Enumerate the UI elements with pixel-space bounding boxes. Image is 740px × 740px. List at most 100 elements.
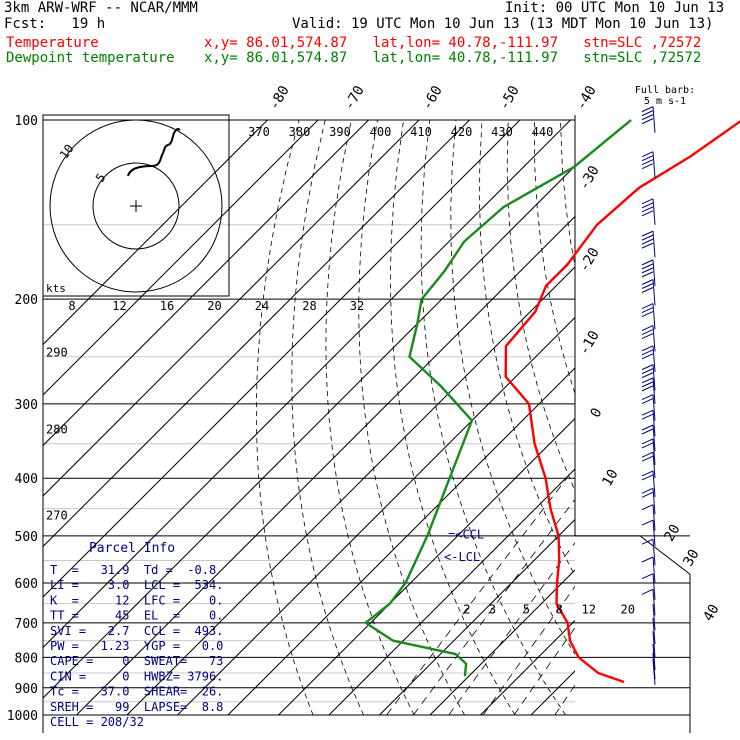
wind-barb-flag xyxy=(641,556,654,563)
isotherm-tick-label: 10 xyxy=(599,467,621,490)
theta-tick-label: 430 xyxy=(491,125,513,139)
wind-barb-flag xyxy=(641,451,654,458)
wind-barb-flag xyxy=(641,455,654,462)
isotherm-tick-label: -10 xyxy=(576,328,603,358)
wind-barb-flag xyxy=(641,491,654,498)
wind-barb-flag xyxy=(641,263,654,270)
wind-barb xyxy=(652,231,656,258)
wind-barb xyxy=(652,151,656,178)
wind-barb xyxy=(652,198,656,225)
wind-barb-flag xyxy=(641,106,654,113)
wind-barb-flag xyxy=(641,428,654,435)
isotherm-tick-label: -30 xyxy=(576,163,603,193)
theta-tick-label: 380 xyxy=(289,125,311,139)
wind-barb-flag xyxy=(641,287,654,293)
ccl-marker-label: =<CCL xyxy=(448,527,484,541)
dry-adiabat-line xyxy=(390,119,516,716)
wind-barb xyxy=(652,325,656,352)
wind-barb-flag xyxy=(641,271,654,278)
isotherm-line xyxy=(177,316,575,716)
mixing-ratio-tick-label: 5 xyxy=(523,602,530,616)
isotherm-line xyxy=(227,367,575,716)
wind-barb-flag xyxy=(641,538,654,545)
pressure-tick-label: 500 xyxy=(15,530,38,545)
isotherm-tick-label: -60 xyxy=(419,83,446,113)
wind-barb xyxy=(652,643,656,670)
wind-barb-flag xyxy=(641,234,654,241)
wind-barb xyxy=(652,410,656,437)
dry-adiabat-line xyxy=(717,120,740,715)
wind-barb-flag xyxy=(641,118,654,125)
wind-barb-flag xyxy=(641,588,654,595)
theta-side-label: 270 xyxy=(46,508,68,522)
theta-tick-label: 410 xyxy=(410,125,432,139)
wind-barb-flag xyxy=(641,238,654,245)
wind-barb xyxy=(652,504,656,531)
parcel-info-row: T = 31.9 Td = -0.8 xyxy=(50,563,216,577)
theta-tick-label: 440 xyxy=(532,125,554,139)
parcel-info-row: PW = 1.23 YGP = 0.0 xyxy=(50,639,223,653)
parcel-info-row: K = 12 LFC = 0. xyxy=(50,593,223,607)
diagram-grid xyxy=(42,115,740,733)
isotherm-tick-label: 0 xyxy=(587,405,605,420)
wind-barb-flag xyxy=(641,424,654,431)
wind-barb xyxy=(652,556,656,584)
wind-barb-flag xyxy=(641,364,654,371)
wind-barb xyxy=(652,589,656,616)
isotherm-line xyxy=(43,119,571,649)
hodograph-speed-label: 8 xyxy=(68,299,75,313)
lcl-marker-label: <-LCL xyxy=(444,550,480,564)
wind-barb-flag xyxy=(641,230,654,237)
mixing-ratio-line xyxy=(386,477,568,716)
wind-barb xyxy=(652,394,656,421)
wind-barb-flag xyxy=(641,159,654,166)
pressure-tick-label: 200 xyxy=(15,293,38,308)
wind-barb xyxy=(652,424,656,452)
isotherm-tick-label: 40 xyxy=(700,602,722,625)
wind-barb-flag xyxy=(641,242,654,249)
pressure-tick-label: 600 xyxy=(15,577,38,592)
hodograph-speed-label: 12 xyxy=(112,299,126,313)
hodograph-speed-label: 32 xyxy=(350,299,364,313)
wind-barb-flag xyxy=(641,303,654,310)
wind-barb-flag xyxy=(641,110,654,117)
dry-adiabat-line xyxy=(420,119,566,716)
dry-adiabat-line xyxy=(691,120,740,715)
hodograph-trace xyxy=(127,128,181,177)
wind-barb-flag xyxy=(641,504,654,511)
wind-barb xyxy=(652,470,656,497)
wind-barb-flag xyxy=(641,279,654,285)
mixing-ratio-tick-label: 20 xyxy=(620,602,634,616)
wind-barb xyxy=(652,106,656,133)
parcel-info-row: SREH = 99 LAPSE= 8.8 xyxy=(50,700,223,714)
windbarb-unit: 5 m s-1 xyxy=(644,96,686,107)
wind-barb xyxy=(652,279,656,306)
wind-barb xyxy=(652,573,656,600)
mixing-ratio-line xyxy=(413,498,575,716)
wind-barb-flag xyxy=(641,259,654,266)
hodograph-speed-label: 28 xyxy=(302,299,316,313)
theta-tick-label: 400 xyxy=(370,125,392,139)
wind-barb-flag xyxy=(641,163,654,170)
sounding-series xyxy=(364,119,740,684)
wind-barb-flag xyxy=(641,470,654,477)
wind-barb-flag xyxy=(641,385,654,392)
temperature-legend-info: x,y= 86.01,574.87 lat,lon= 40.78,-111.97… xyxy=(204,35,702,51)
wind-barb-flag xyxy=(641,210,654,217)
mixing-ratio-line xyxy=(448,542,575,716)
mixing-ratio-tick-label: 3 xyxy=(489,602,496,616)
dry-adiabat-line xyxy=(358,119,465,716)
wind-barb-flag xyxy=(641,307,654,314)
mixing-ratio-tick-label: 12 xyxy=(582,602,596,616)
mixing-ratio-tick-label: 8 xyxy=(556,602,563,616)
isotherm-line xyxy=(530,670,575,716)
wind-barb-flag xyxy=(641,368,654,375)
isotherm-tick-label: -70 xyxy=(341,83,368,113)
wind-barb-flag xyxy=(641,267,654,274)
parcel-info-row: CAPE = 0 SWEAT= 73 xyxy=(50,654,223,668)
wind-barb xyxy=(652,303,656,330)
wind-barb-flag xyxy=(641,353,654,360)
